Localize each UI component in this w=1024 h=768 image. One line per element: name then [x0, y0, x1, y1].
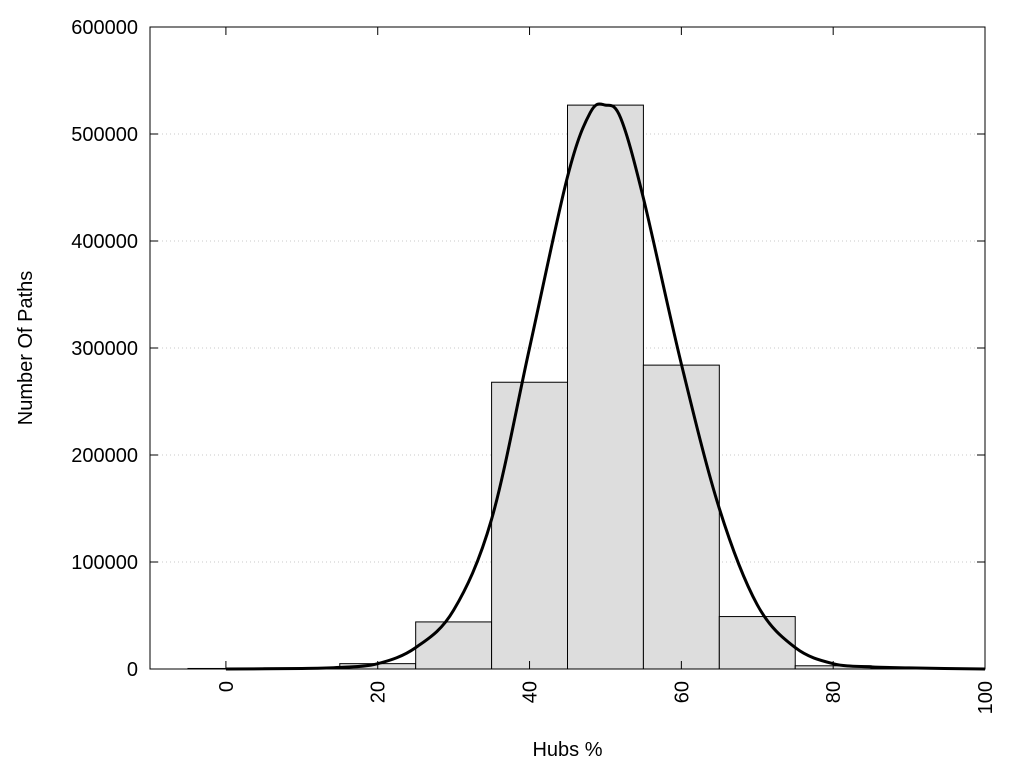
y-axis-title: Number Of Paths	[15, 271, 37, 426]
x-tick-label: 20	[368, 681, 390, 703]
x-tick-label: 100	[975, 681, 997, 714]
histogram-bar	[415, 621, 493, 670]
histogram-bar	[567, 104, 644, 670]
histogram-bar	[642, 364, 720, 670]
y-tick-label: 500000	[71, 124, 138, 146]
histogram-bars	[187, 104, 948, 670]
x-tick-label: 0	[216, 681, 238, 692]
histogram-bar	[718, 616, 796, 670]
x-tick-label: 60	[671, 681, 693, 703]
y-tick-label: 400000	[71, 231, 138, 253]
y-tick-label: 600000	[71, 17, 138, 39]
x-axis-title: Hubs %	[532, 739, 602, 761]
x-axis-ticks: 0 20 40 60 80 100	[216, 27, 997, 714]
density-curve	[225, 102, 986, 671]
y-tick-label: 100000	[71, 552, 138, 574]
y-axis-ticks: 0 100000 200000 300000 400000 500000 600000	[71, 17, 985, 681]
y-tick-label: 0	[127, 659, 138, 681]
histogram-bar	[491, 381, 568, 670]
y-tick-label: 300000	[71, 338, 138, 360]
x-tick-label: 80	[823, 681, 845, 703]
y-tick-label: 200000	[71, 445, 138, 467]
x-tick-label: 40	[520, 681, 542, 703]
